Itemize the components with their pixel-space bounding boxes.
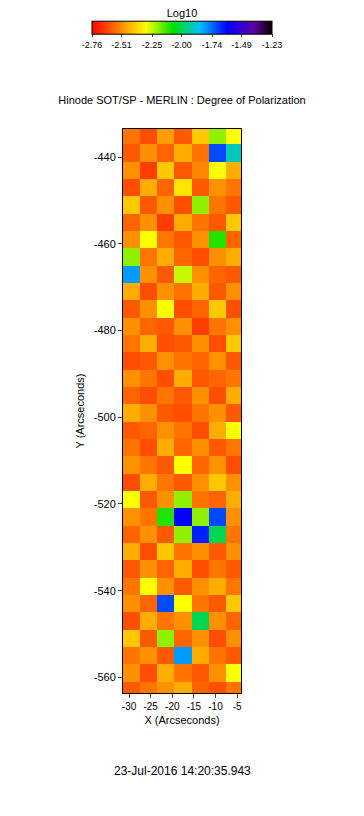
svg-text:-1.49: -1.49 [231, 40, 252, 50]
svg-text:Y (Arcseconds): Y (Arcseconds) [74, 374, 86, 449]
svg-text:-440: -440 [94, 151, 116, 163]
svg-text:-520: -520 [94, 498, 116, 510]
svg-text:-1.23: -1.23 [262, 40, 283, 50]
svg-text:-25: -25 [143, 701, 158, 712]
svg-text:-540: -540 [94, 585, 116, 597]
svg-text:-480: -480 [94, 324, 116, 336]
svg-text:23-Jul-2016 14:20:35.943: 23-Jul-2016 14:20:35.943 [114, 764, 251, 778]
svg-text:-2.00: -2.00 [171, 40, 192, 50]
svg-text:-30: -30 [122, 701, 137, 712]
svg-text:X (Arcseconds): X (Arcseconds) [144, 714, 219, 726]
svg-text:-460: -460 [94, 238, 116, 250]
svg-text:-560: -560 [94, 671, 116, 683]
svg-text:-2.25: -2.25 [142, 40, 163, 50]
svg-text:-1.74: -1.74 [202, 40, 223, 50]
svg-text:-15: -15 [187, 701, 202, 712]
svg-text:-10: -10 [208, 701, 223, 712]
svg-text:-2.51: -2.51 [111, 40, 132, 50]
svg-text:-5: -5 [233, 701, 242, 712]
svg-text:Log10: Log10 [167, 7, 198, 19]
svg-text:-500: -500 [94, 411, 116, 423]
svg-text:-20: -20 [165, 701, 180, 712]
svg-text:Hinode SOT/SP - MERLIN : Degre: Hinode SOT/SP - MERLIN : Degree of Polar… [58, 94, 305, 106]
svg-text:-2.76: -2.76 [82, 40, 103, 50]
